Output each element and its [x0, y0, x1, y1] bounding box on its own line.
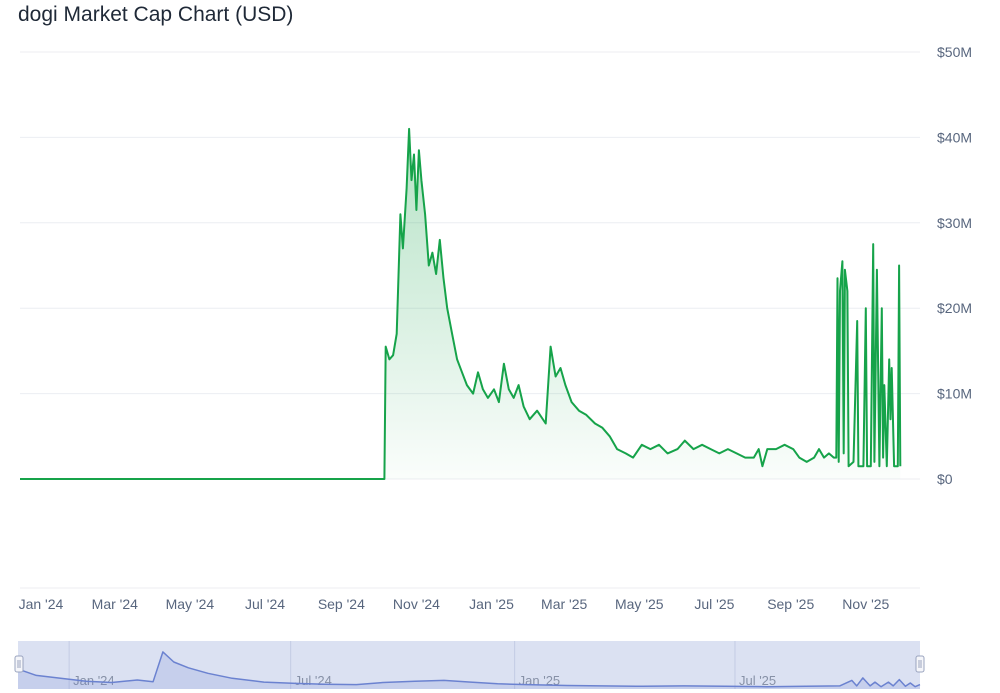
- x-tick-label: Jul '25: [694, 596, 734, 612]
- range-navigator[interactable]: Jan '24 Jul '24 Jan '25 Jul '25: [14, 641, 925, 689]
- handle-grip[interactable]: [14, 655, 24, 673]
- market-cap-line[interactable]: [20, 127, 902, 480]
- y-tick-label: $50M: [937, 44, 972, 60]
- chart-title: dogi Market Cap Chart (USD): [18, 3, 294, 26]
- y-tick-label: $30M: [937, 215, 972, 231]
- navigator-right-handle[interactable]: [915, 655, 925, 673]
- navigator-grid: [68, 641, 736, 689]
- x-axis: Jan '24 Mar '24 May '24 Jul '24 Sep '24 Nov '…: [19, 596, 890, 612]
- x-tick-label: Sep '25: [767, 596, 814, 612]
- x-tick-label: Jan '24: [19, 596, 64, 612]
- navigator-selection[interactable]: [18, 641, 920, 689]
- y-axis: $0 $10M $20M $30M $40M $50M: [937, 44, 972, 487]
- x-tick-label: Sep '24: [318, 596, 365, 612]
- navigator-left-handle[interactable]: [14, 655, 24, 673]
- x-tick-label: May '25: [615, 596, 664, 612]
- x-tick-label: Nov '25: [842, 596, 889, 612]
- market-cap-area: [20, 128, 901, 479]
- x-tick-label: Jan '25: [469, 596, 514, 612]
- grid: [20, 51, 920, 589]
- y-tick-label: $10M: [937, 386, 972, 402]
- navigator-tick-label: Jan '24: [73, 673, 115, 688]
- handle-grip[interactable]: [915, 655, 925, 673]
- x-tick-label: Jul '24: [245, 596, 285, 612]
- y-tick-label: $40M: [937, 129, 972, 145]
- x-tick-label: Mar '24: [92, 596, 138, 612]
- navigator-tick-label: Jul '25: [739, 673, 776, 688]
- x-tick-label: May '24: [166, 596, 215, 612]
- x-tick-label: Mar '25: [541, 596, 587, 612]
- y-tick-label: $0: [937, 471, 953, 487]
- navigator-line: [17, 651, 921, 688]
- x-tick-label: Nov '24: [393, 596, 440, 612]
- y-tick-label: $20M: [937, 300, 972, 316]
